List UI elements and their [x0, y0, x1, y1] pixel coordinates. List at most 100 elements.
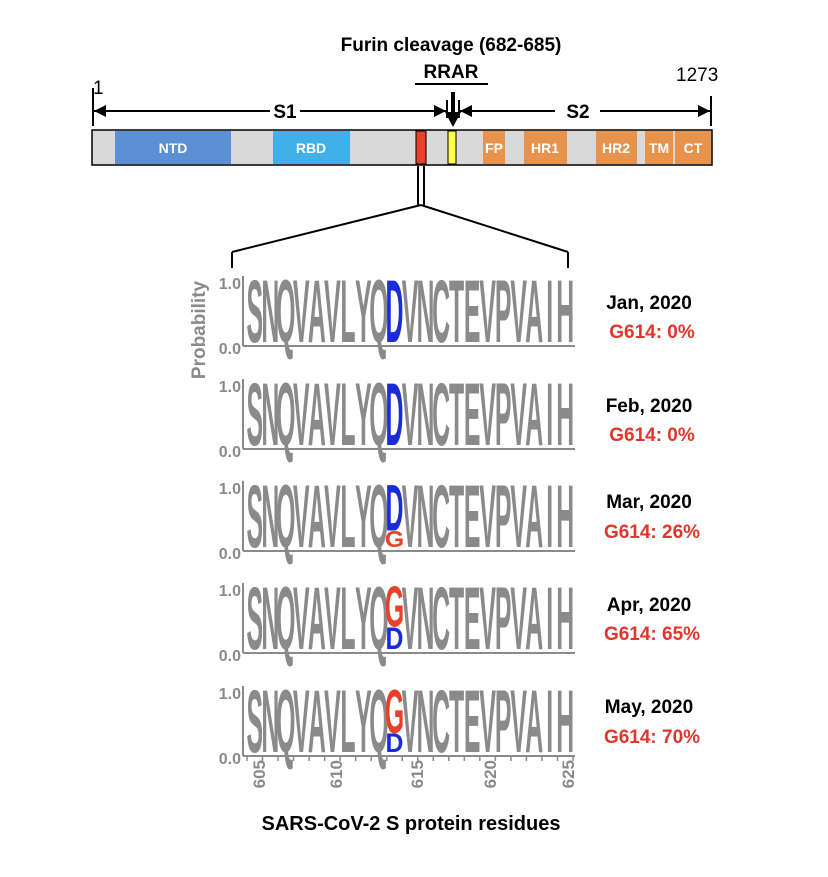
residue-Q: Q — [369, 672, 388, 771]
residue-I: I — [546, 262, 553, 361]
residue-N: N — [417, 672, 435, 771]
residue-N: N — [417, 262, 435, 361]
residue-A: A — [525, 365, 543, 464]
residue-I: I — [546, 467, 553, 566]
residue-P: P — [495, 672, 512, 771]
residue-C: C — [432, 569, 450, 668]
g614-label-jan: G614: 0% — [609, 322, 695, 343]
residue-A: A — [308, 672, 326, 771]
residue-614-d: D — [386, 729, 404, 758]
cleavage-arrow-icon — [445, 92, 461, 127]
residue-C: C — [432, 672, 450, 771]
residue-A: A — [525, 467, 543, 566]
subunit-spans — [92, 88, 712, 126]
residue-N: N — [417, 467, 435, 566]
g614-label-mar: G614: 26% — [604, 522, 700, 543]
residue-E: E — [464, 365, 481, 464]
s2-label: S2 — [566, 102, 589, 123]
residue-V: V — [510, 672, 527, 771]
residue-S: S — [246, 262, 263, 361]
residue-E: E — [464, 262, 481, 361]
residue-L: L — [340, 569, 355, 668]
residue-Q: Q — [369, 467, 388, 566]
residue-H: H — [556, 569, 574, 668]
residue-A: A — [308, 262, 326, 361]
domain-boxes — [115, 131, 711, 164]
residue-H: H — [556, 262, 574, 361]
residue-V: V — [293, 262, 310, 361]
residue-V: V — [402, 262, 419, 361]
domain-tm — [645, 131, 673, 164]
logo-ytick-bottom: 0.0 — [219, 546, 241, 563]
residue-E: E — [464, 569, 481, 668]
domain-ct — [675, 131, 711, 164]
residue-Q: Q — [276, 467, 295, 566]
logo-ytick-bottom: 0.0 — [219, 751, 241, 768]
residue-Q: Q — [276, 365, 295, 464]
residue-I: I — [546, 365, 553, 464]
month-label-feb: Feb, 2020 — [606, 396, 693, 417]
residue-E: E — [464, 467, 481, 566]
month-label-jan: Jan, 2020 — [606, 293, 692, 314]
residue-N: N — [261, 467, 279, 566]
s1-label: S1 — [273, 102, 297, 123]
residue-V: V — [293, 467, 310, 566]
residue-T: T — [449, 467, 464, 566]
logo-ytick-top: 1.0 — [219, 686, 241, 703]
residue-Q: Q — [369, 365, 388, 464]
residue-N: N — [261, 262, 279, 361]
residue-V: V — [479, 569, 496, 668]
residue-V: V — [402, 365, 419, 464]
domain-fp — [483, 131, 505, 164]
residue-A: A — [525, 672, 543, 771]
g614-label-apr: G614: 65% — [604, 624, 700, 645]
x-tick-625: 625 — [559, 760, 578, 788]
month-label-apr: Apr, 2020 — [607, 595, 692, 616]
residue-C: C — [432, 467, 450, 566]
domain-label-rbd: RBD — [296, 140, 326, 156]
logo-ytick-top: 1.0 — [219, 379, 241, 396]
residue-V: V — [324, 262, 341, 361]
residue-P: P — [495, 262, 512, 361]
residue-N: N — [261, 672, 279, 771]
residue-Y: Y — [355, 262, 372, 361]
residue-V: V — [324, 365, 341, 464]
x-tick-610: 610 — [327, 760, 346, 788]
residue-A: A — [308, 365, 326, 464]
residue-H: H — [556, 672, 574, 771]
residue-L: L — [340, 365, 355, 464]
domain-hr1 — [524, 131, 567, 164]
residue-Q: Q — [369, 262, 388, 361]
start-residue: 1 — [93, 78, 104, 99]
residue-I: I — [546, 672, 553, 771]
furin-site-marker — [447, 130, 457, 165]
domain-label-tm: TM — [649, 140, 669, 156]
residue-Q: Q — [276, 569, 295, 668]
x-axis-title: SARS-CoV-2 S protein residues — [262, 813, 561, 835]
residue-Y: Y — [355, 365, 372, 464]
residue-T: T — [449, 569, 464, 668]
logo-ytick-top: 1.0 — [219, 583, 241, 600]
residue-V: V — [479, 467, 496, 566]
residue-S: S — [246, 365, 263, 464]
residue-L: L — [340, 262, 355, 361]
domain-label-hr2: HR2 — [602, 140, 630, 156]
logo-ytick-bottom: 0.0 — [219, 341, 241, 358]
residue-N: N — [261, 569, 279, 668]
residue-614-d: D — [386, 471, 404, 545]
domain-hr2 — [596, 131, 637, 164]
residue-V: V — [510, 467, 527, 566]
residue-V: V — [324, 467, 341, 566]
d614-region-marker — [415, 130, 427, 165]
logo-ytick-top: 1.0 — [219, 481, 241, 498]
end-residue: 1273 — [676, 65, 718, 86]
residue-S: S — [246, 467, 263, 566]
residue-V: V — [402, 467, 419, 566]
residue-V: V — [293, 672, 310, 771]
residue-A: A — [308, 467, 326, 566]
